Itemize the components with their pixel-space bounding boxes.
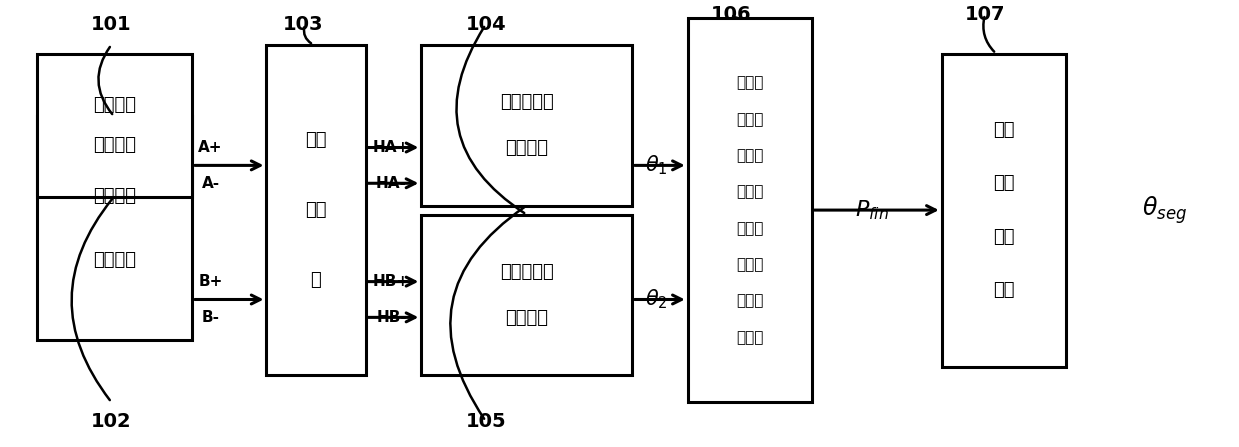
Text: 106: 106 bbox=[711, 5, 751, 24]
Text: HA+: HA+ bbox=[373, 140, 410, 155]
Text: A-: A- bbox=[202, 176, 219, 191]
Text: 精分: 精分 bbox=[992, 174, 1015, 193]
Bar bbox=[37, 116, 192, 340]
Text: 角度值: 角度值 bbox=[736, 257, 763, 272]
Text: 102: 102 bbox=[92, 412, 131, 430]
Text: 101: 101 bbox=[92, 15, 131, 34]
Text: $P_{fin}$: $P_{fin}$ bbox=[855, 198, 890, 222]
Text: 103: 103 bbox=[284, 15, 323, 34]
Text: 器: 器 bbox=[311, 271, 321, 289]
Text: 模数: 模数 bbox=[305, 131, 327, 149]
Text: 极数计: 极数计 bbox=[736, 293, 763, 308]
Text: $\theta_1$: $\theta_1$ bbox=[646, 154, 668, 177]
Text: 当前解: 当前解 bbox=[736, 148, 763, 163]
Text: 处理: 处理 bbox=[992, 228, 1015, 246]
Text: 整除及: 整除及 bbox=[736, 112, 763, 127]
Text: 计算模块: 计算模块 bbox=[506, 309, 548, 327]
Text: 角度: 角度 bbox=[992, 121, 1015, 139]
Text: 模块: 模块 bbox=[992, 281, 1015, 299]
Text: $\theta_2$: $\theta_2$ bbox=[646, 288, 668, 311]
Text: 多对极角度: 多对极角度 bbox=[499, 93, 554, 111]
Text: HB-: HB- bbox=[377, 310, 406, 325]
Bar bbox=[421, 45, 632, 206]
Text: 多对极: 多对极 bbox=[736, 221, 763, 236]
Text: 105: 105 bbox=[466, 412, 506, 430]
Bar bbox=[421, 215, 632, 375]
Bar bbox=[37, 54, 192, 197]
Text: 尔传感器: 尔传感器 bbox=[93, 251, 136, 269]
Text: 单对极角度: 单对极角度 bbox=[499, 263, 554, 281]
Text: B+: B+ bbox=[198, 274, 223, 289]
Text: HB+: HB+ bbox=[373, 274, 410, 289]
Text: $\theta_{seg}$: $\theta_{seg}$ bbox=[1142, 194, 1187, 226]
Text: 计算模块: 计算模块 bbox=[506, 139, 548, 157]
Text: 算周期: 算周期 bbox=[736, 185, 763, 199]
Text: HA-: HA- bbox=[377, 176, 406, 191]
Text: 尔传感器: 尔传感器 bbox=[93, 136, 136, 154]
Text: 算模块: 算模块 bbox=[736, 329, 763, 345]
Text: 多对极霍: 多对极霍 bbox=[93, 96, 136, 114]
Text: 边界数: 边界数 bbox=[736, 76, 763, 91]
Bar bbox=[942, 54, 1066, 367]
Text: B-: B- bbox=[202, 310, 219, 325]
Text: 104: 104 bbox=[466, 15, 506, 34]
Text: 107: 107 bbox=[965, 5, 1005, 24]
Text: A+: A+ bbox=[198, 140, 223, 155]
Text: 转换: 转换 bbox=[305, 201, 327, 219]
Bar bbox=[266, 45, 366, 375]
Bar bbox=[688, 18, 812, 402]
Text: 单对极霍: 单对极霍 bbox=[93, 187, 136, 205]
